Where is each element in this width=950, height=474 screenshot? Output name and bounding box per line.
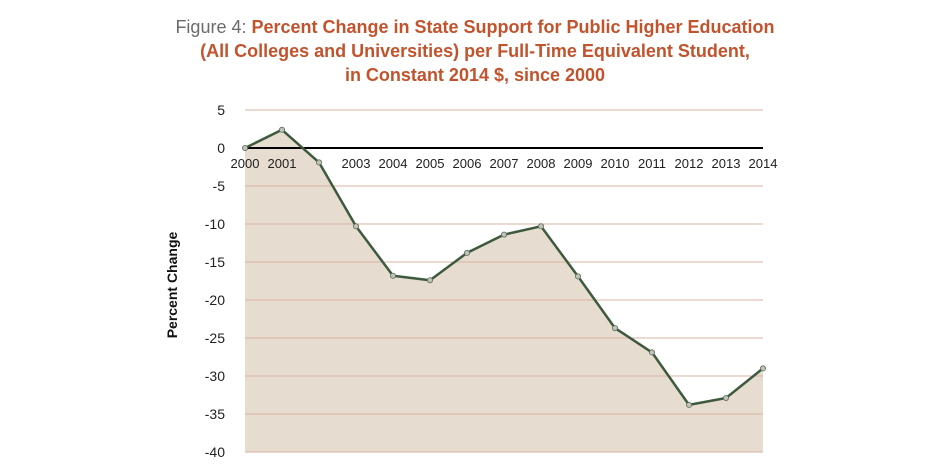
data-point: [278, 126, 285, 133]
y-tick-label: -40: [205, 444, 225, 460]
x-tick-label: 2012: [675, 156, 704, 171]
x-tick-label: 2005: [416, 156, 445, 171]
y-tick-label: 0: [217, 140, 225, 156]
data-point: [241, 144, 248, 151]
data-point: [686, 401, 693, 408]
x-tick-label: 2006: [453, 156, 482, 171]
data-point: [760, 365, 767, 372]
data-point: [538, 223, 545, 230]
y-tick-label: -30: [205, 368, 225, 384]
x-tick-label: 2004: [379, 156, 408, 171]
area-fill: [245, 129, 763, 453]
data-point: [352, 223, 359, 230]
title-text-1: Percent Change in State Support for Publ…: [251, 17, 775, 37]
figure-label: Figure 4:: [175, 17, 252, 37]
y-tick-label: -10: [205, 216, 225, 232]
y-axis-label: Percent Change: [164, 231, 180, 339]
x-tick-label: 2013: [712, 156, 741, 171]
x-tick-label: 2010: [601, 156, 630, 171]
data-point: [723, 394, 730, 401]
data-point: [389, 272, 396, 279]
data-point: [426, 277, 433, 284]
title-line-3: in Constant 2014 $, since 2000: [344, 65, 606, 85]
data-point: [463, 249, 470, 256]
x-tick-label: 2007: [490, 156, 519, 171]
data-point: [612, 325, 619, 332]
x-tick-label: 2000: [231, 156, 260, 171]
data-point: [315, 159, 322, 166]
x-tick-label: 2003: [342, 156, 371, 171]
data-point: [575, 273, 582, 280]
y-tick-label: -5: [213, 178, 226, 194]
y-tick-label: -15: [205, 254, 225, 270]
data-point: [649, 349, 656, 356]
x-tick-label: 2014: [749, 156, 778, 171]
title-line-2: (All Colleges and Universities) per Full…: [200, 41, 750, 61]
x-tick-label: 2008: [527, 156, 556, 171]
y-tick-label: 5: [217, 102, 225, 118]
chart-title: Figure 4: Percent Change in State Suppor…: [0, 15, 950, 87]
x-tick-label: 2011: [638, 156, 666, 171]
data-point: [500, 231, 507, 238]
y-tick-label: -35: [205, 406, 225, 422]
y-tick-label: -20: [205, 292, 225, 308]
x-tick-label: 2009: [564, 156, 593, 171]
x-tick-label: 2001: [268, 156, 297, 171]
y-tick-label: -25: [205, 330, 225, 346]
title-line-1: Figure 4: Percent Change in State Suppor…: [0, 15, 950, 39]
